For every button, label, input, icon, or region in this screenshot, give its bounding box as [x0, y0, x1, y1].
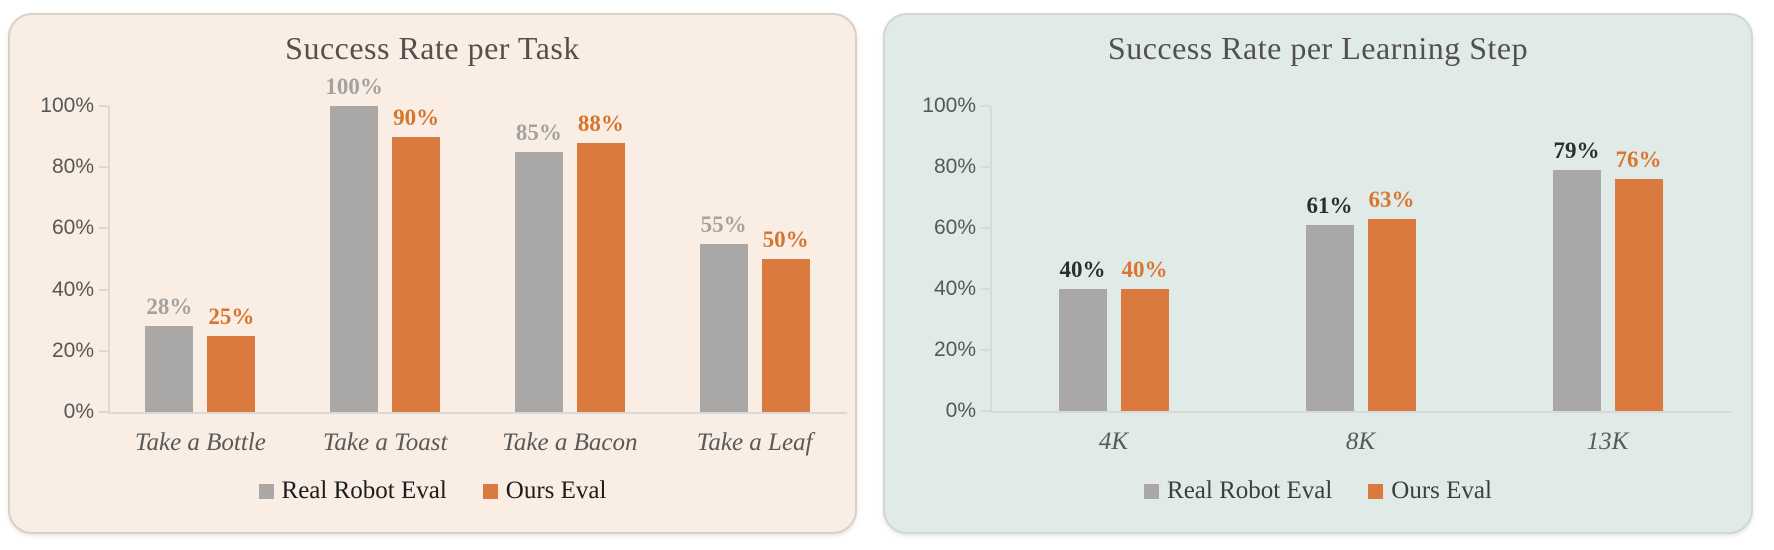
bar	[1305, 224, 1354, 411]
chart-title: Success Rate per Task	[285, 30, 580, 66]
y-tick-mark	[99, 227, 108, 230]
bar-value-label: 85%	[515, 119, 562, 145]
y-tick-label: 20%	[933, 338, 976, 361]
y-tick-mark	[981, 166, 990, 168]
y-tick-label: 80%	[51, 155, 94, 179]
bar	[1614, 179, 1663, 411]
bar-value-label: 100%	[325, 74, 383, 99]
y-tick-label: 20%	[51, 338, 94, 362]
bar	[1120, 289, 1169, 411]
chart-panel-success-rate-per-learning-step: Success Rate per Learning Step 0% 20% 40% 6…	[883, 13, 1753, 534]
bar	[145, 326, 194, 412]
category-label: Take a Toast	[322, 429, 448, 456]
y-tick-mark	[981, 349, 990, 351]
legend-label: Ours Eval	[505, 477, 607, 504]
y-tick-label: 40%	[51, 277, 94, 301]
bar-value-label: 79%	[1553, 138, 1600, 164]
legend: Real Robot Eval Ours Eval	[885, 477, 1751, 505]
bar-value-label: 28%	[146, 294, 193, 320]
y-tick-label: 0%	[945, 399, 976, 422]
category-label: Take a Bacon	[502, 429, 638, 456]
category-label: Take a Bottle	[134, 429, 266, 456]
y-tick-mark	[99, 105, 108, 107]
legend-swatch-icon	[1144, 483, 1160, 499]
bar	[699, 243, 748, 412]
bar-value-label: 40%	[1059, 257, 1106, 282]
y-tick-label: 80%	[933, 155, 976, 178]
bar-value-label: 63%	[1368, 186, 1415, 212]
y-tick-label: 60%	[51, 216, 94, 240]
bar	[1367, 218, 1416, 411]
y-axis-line	[990, 106, 992, 411]
y-tick-mark	[99, 288, 108, 291]
category-label: 13K	[1586, 428, 1629, 455]
legend-label: Real Robot Eval	[1167, 477, 1333, 504]
bar	[1058, 289, 1107, 411]
legend-item: Real Robot Eval	[258, 477, 447, 505]
y-tick-label: 0%	[63, 400, 94, 423]
legend-swatch-icon	[1368, 483, 1384, 499]
bar	[392, 136, 441, 412]
legend-label: Ours Eval	[1391, 477, 1492, 504]
bar-value-label: 61%	[1306, 192, 1353, 218]
y-tick-mark	[981, 288, 990, 290]
y-tick-mark	[99, 411, 108, 413]
bar	[207, 335, 256, 412]
y-tick-mark	[981, 105, 990, 107]
legend-label: Real Robot Eval	[281, 477, 447, 504]
legend-item: Ours Eval	[1368, 477, 1492, 505]
legend-swatch-icon	[482, 483, 498, 499]
category-label: Take a Leaf	[696, 429, 813, 456]
bar-value-label: 50%	[762, 227, 809, 252]
bar	[1552, 170, 1601, 411]
bar-value-label: 55%	[700, 211, 747, 237]
y-tick-mark	[981, 227, 990, 229]
y-tick-label: 60%	[933, 216, 976, 239]
chart-panel-success-rate-per-task: Success Rate per Task 0% 20% 40% 60% 80% 100%…	[8, 13, 857, 534]
y-tick-label: 40%	[933, 277, 976, 300]
bar	[330, 106, 379, 412]
legend: Real Robot Eval Ours Eval	[10, 477, 855, 505]
bar-value-label: 40%	[1121, 257, 1168, 282]
legend-item: Ours Eval	[482, 477, 607, 505]
bar	[576, 142, 625, 412]
bar-value-label: 90%	[393, 104, 440, 130]
category-label: 8K	[1345, 428, 1376, 455]
y-axis-line	[108, 106, 110, 412]
bar-value-label: 25%	[208, 303, 255, 329]
bar-value-label: 76%	[1615, 147, 1662, 173]
category-label: 4K	[1098, 428, 1129, 455]
y-tick-label: 100%	[40, 94, 94, 117]
x-axis-line	[990, 411, 1731, 413]
legend-swatch-icon	[258, 483, 274, 499]
y-tick-mark	[99, 349, 108, 352]
y-tick-label: 100%	[922, 94, 976, 117]
bar-value-label: 88%	[577, 110, 624, 136]
x-axis-line	[108, 412, 847, 414]
bar	[514, 151, 563, 412]
chart-title: Success Rate per Learning Step	[1107, 30, 1529, 66]
y-tick-mark	[99, 166, 108, 169]
legend-item: Real Robot Eval	[1144, 477, 1332, 505]
y-tick-mark	[981, 410, 990, 412]
bar	[761, 259, 810, 412]
